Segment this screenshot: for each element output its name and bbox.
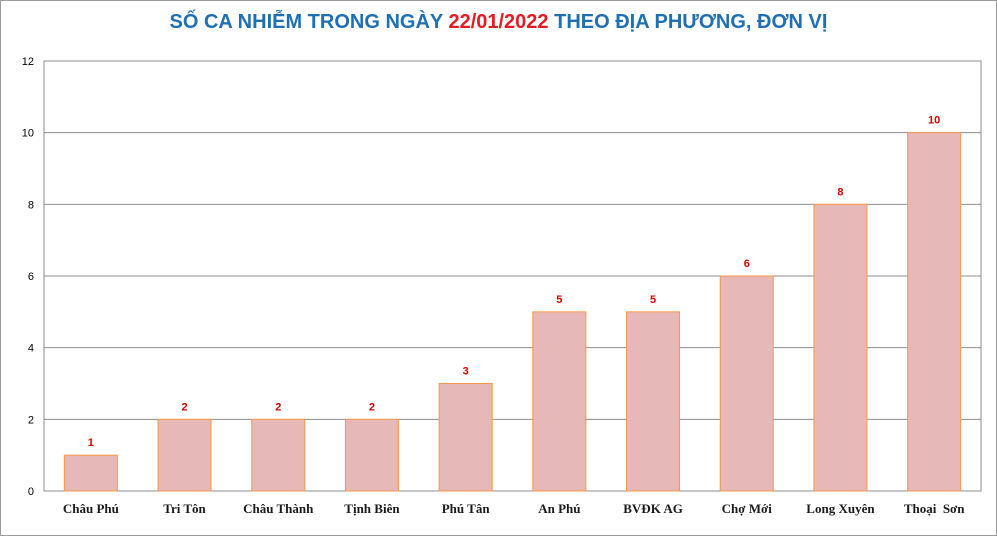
data-label: 2 — [181, 401, 187, 413]
bar — [251, 418, 306, 492]
bar — [532, 311, 587, 492]
x-tick-label: BVĐK AG — [623, 501, 683, 516]
data-label: 1 — [88, 437, 94, 449]
y-tick-label: 4 — [28, 343, 34, 355]
x-tick-label: An Phú — [538, 501, 580, 516]
x-tick-label: Phú Tân — [442, 501, 491, 516]
bar — [344, 418, 399, 492]
x-tick-label: Long Xuyên — [806, 501, 875, 516]
chart-title: SỐ CA NHIỄM TRONG NGÀY 22/01/2022 THEO Đ… — [1, 11, 996, 34]
bar — [813, 203, 868, 492]
y-tick-label: 10 — [22, 128, 34, 140]
data-label: 5 — [556, 294, 562, 306]
bar — [157, 418, 212, 492]
y-tick-label: 0 — [28, 486, 34, 498]
chart-title-date: 22/01/2022 — [448, 11, 549, 33]
y-tick-label: 6 — [28, 271, 34, 283]
data-label: 10 — [928, 115, 940, 127]
data-label: 6 — [744, 258, 750, 270]
bar — [907, 132, 962, 492]
chart-title-suffix: THEO ĐỊA PHƯƠNG, ĐƠN VỊ — [554, 11, 828, 33]
data-label: 2 — [369, 401, 375, 413]
x-tick-label: Tịnh Biên — [344, 501, 400, 516]
y-tick-label: 8 — [28, 199, 34, 211]
y-tick-label: 12 — [22, 56, 34, 68]
x-tick-label: Tri Tôn — [163, 501, 206, 516]
x-tick-label: Châu Phú — [63, 501, 119, 516]
chart-title-prefix: SỐ CA NHIỄM TRONG NGÀY — [169, 11, 443, 33]
bar — [438, 383, 493, 492]
bar — [63, 454, 118, 492]
x-tick-label: Thoại Sơn — [904, 501, 965, 516]
data-label: 2 — [275, 401, 281, 413]
data-label: 5 — [650, 294, 656, 306]
data-label: 3 — [463, 366, 469, 378]
x-tick-label: Chợ Mới — [722, 501, 773, 516]
data-label: 8 — [837, 186, 843, 198]
bar — [719, 275, 774, 492]
bar — [626, 311, 681, 492]
x-tick-label: Châu Thành — [243, 501, 314, 516]
y-tick-label: 2 — [28, 414, 34, 426]
